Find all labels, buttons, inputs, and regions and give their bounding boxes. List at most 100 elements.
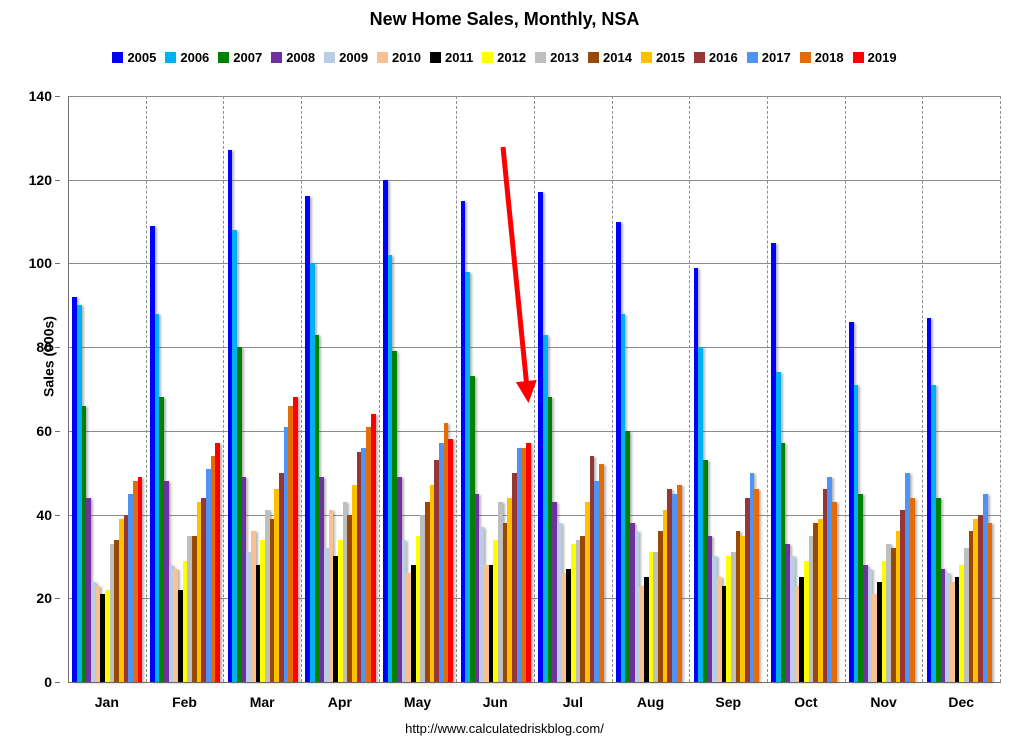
bar-2016-Jul — [589, 455, 595, 682]
bar-2016-Sep — [745, 497, 750, 682]
bar-2009-Sep — [712, 556, 717, 682]
bar-2011-Oct — [799, 577, 805, 682]
bar-2005-Sep — [693, 267, 699, 682]
bar-2009-Oct — [789, 556, 795, 682]
bar-2016-Jun — [512, 472, 517, 682]
bar-2017-Feb — [206, 468, 211, 682]
y-tick-label-40: 40 — [36, 506, 52, 523]
y-tick-mark — [55, 179, 60, 181]
bar-2009-Mar — [246, 552, 251, 682]
bar-2008-Feb — [163, 481, 169, 682]
y-tick-label-140: 140 — [28, 88, 52, 104]
bar-2005-Jun — [460, 200, 466, 682]
y-tick-label-80: 80 — [36, 339, 52, 356]
month-cluster-Sep — [690, 96, 769, 682]
bar-2005-Nov — [848, 322, 854, 682]
x-axis-month-labels: Jan Feb Mar Apr May Jun Jul Aug Sep Oct Nov Dec — [68, 694, 1000, 710]
bar-2011-May — [410, 564, 416, 682]
month-cluster-Feb — [147, 96, 225, 682]
legend-item-2017: 2017 — [746, 51, 791, 64]
legend-label: 2005 — [127, 50, 157, 65]
bar-2005-Mar — [227, 150, 233, 682]
bar-2015-Nov — [895, 531, 901, 682]
bar-2018-Feb — [210, 455, 216, 682]
legend-label: 2010 — [392, 50, 421, 65]
bar-2018-Nov — [909, 497, 915, 682]
bar-2013-Nov — [886, 543, 892, 682]
bar-2011-Jun — [488, 564, 494, 682]
bar-2018-Oct — [832, 502, 837, 682]
bar-2014-Jun — [502, 522, 508, 682]
bar-2012-Apr — [338, 539, 343, 682]
bar-2016-May — [434, 460, 440, 682]
legend-swatch-2011 — [429, 52, 441, 63]
legend-label: 2019 — [867, 50, 897, 65]
bar-2008-May — [396, 476, 402, 682]
legend-swatch-2013 — [535, 52, 547, 63]
bar-2016-Apr — [356, 451, 362, 682]
legend-label: 2013 — [550, 50, 580, 65]
bar-2011-Jul — [566, 569, 572, 682]
bar-2011-Feb — [177, 589, 183, 682]
bar-2017-Jul — [594, 481, 600, 682]
x-label-Apr: Apr — [327, 694, 352, 710]
x-label-Jan: Jan — [94, 694, 119, 710]
bar-2007-Feb — [159, 397, 164, 682]
bar-2015-Jun — [507, 497, 513, 682]
bar-2008-Apr — [319, 476, 324, 682]
bar-2017-Aug — [672, 493, 677, 682]
bar-2008-Mar — [241, 476, 247, 682]
bar-2018-Jun — [521, 447, 527, 682]
bar-2015-May — [429, 485, 435, 682]
bar-2009-Apr — [323, 548, 329, 682]
bar-2015-Dec — [973, 518, 979, 682]
bar-2017-Apr — [361, 447, 367, 682]
bar-2011-Sep — [721, 585, 727, 682]
bar-2011-Dec — [954, 577, 960, 682]
bar-2012-Jan — [104, 589, 110, 682]
bar-2016-Jan — [123, 514, 129, 682]
bar-2015-Mar — [274, 489, 280, 682]
legend-item-2013: 2013 — [535, 51, 579, 64]
bar-2009-Dec — [945, 573, 950, 682]
bar-2018-Dec — [987, 522, 993, 682]
bar-2015-Aug — [662, 510, 668, 682]
legend-swatch-2008 — [271, 52, 283, 63]
bar-2012-May — [415, 535, 421, 682]
x-label-Jul: Jul — [562, 694, 583, 710]
bar-2016-Aug — [667, 489, 673, 682]
bar-2012-Jul — [571, 543, 576, 682]
bar-2013-Apr — [342, 502, 348, 682]
bar-2006-Mar — [232, 229, 237, 682]
legend: 2005 2006 2007 2008 2009 2010 2011 2012 2013 2014… — [0, 51, 1009, 64]
bar-2006-Jul — [542, 334, 548, 682]
month-cluster-Mar — [224, 96, 303, 682]
bar-2006-Dec — [931, 384, 936, 682]
bar-2018-Jul — [599, 464, 604, 682]
x-label-Oct: Oct — [794, 694, 818, 710]
month-cluster-Aug — [613, 96, 691, 682]
x-label-Jun: Jun — [482, 694, 508, 710]
y-tick-mark — [55, 514, 60, 516]
y-tick-mark — [55, 682, 60, 683]
y-tick-mark — [55, 347, 60, 349]
bar-2010-Jun — [483, 564, 489, 682]
legend-label: 2018 — [814, 50, 844, 65]
legend-item-2011: 2011 — [429, 51, 473, 64]
bar-2009-May — [401, 539, 407, 682]
bar-2007-Sep — [702, 460, 708, 682]
bar-clusters — [69, 96, 1002, 682]
bar-2014-Nov — [891, 548, 896, 682]
bar-2010-Jul — [561, 573, 567, 682]
x-label-Dec: Dec — [948, 694, 975, 710]
bar-2007-Nov — [858, 493, 863, 682]
bar-2006-May — [387, 255, 393, 682]
bar-2006-Oct — [775, 372, 781, 682]
bar-2016-Oct — [822, 489, 828, 682]
bar-2008-Sep — [707, 535, 713, 682]
legend-item-2015: 2015 — [640, 51, 685, 64]
bar-2019-Jun — [526, 443, 531, 682]
bar-2018-Sep — [754, 489, 760, 682]
bar-2005-Oct — [771, 242, 776, 682]
bar-2015-Jul — [585, 502, 590, 682]
